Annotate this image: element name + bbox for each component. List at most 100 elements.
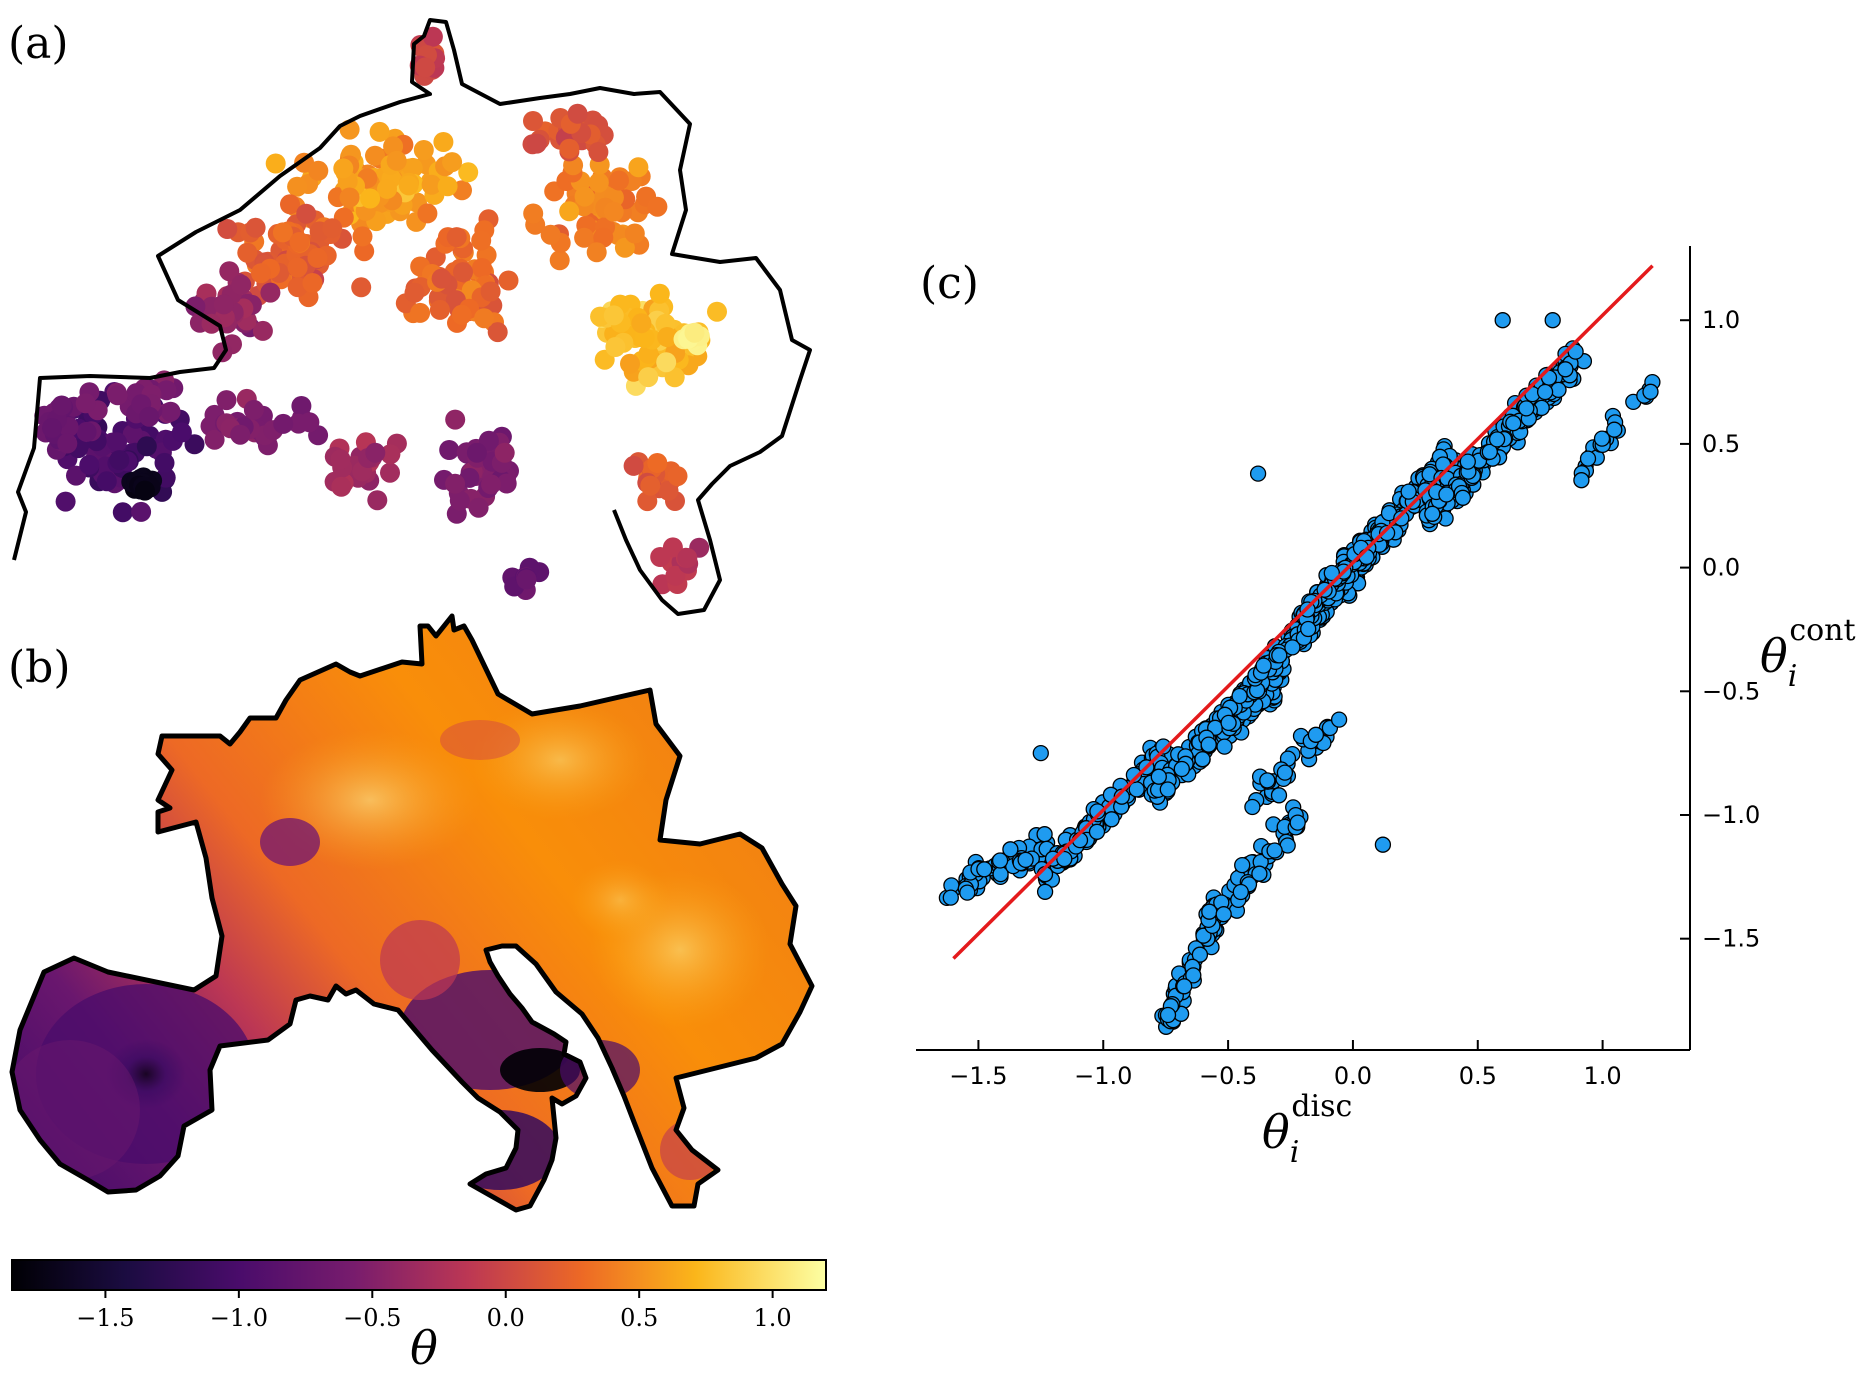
panel-a-node bbox=[614, 237, 635, 258]
panel-a-node bbox=[638, 367, 659, 388]
panel-c-point bbox=[1002, 841, 1019, 858]
panel-c-point bbox=[1215, 906, 1232, 923]
panel-c-point bbox=[1150, 768, 1167, 785]
panel-a-node bbox=[243, 399, 264, 420]
panel-c-point bbox=[1323, 564, 1340, 582]
panel-a-node bbox=[354, 241, 375, 262]
panel-c-point bbox=[1231, 687, 1248, 705]
panel-a-node bbox=[526, 133, 547, 154]
panel-c-point bbox=[1185, 967, 1202, 984]
panel-c-point bbox=[1424, 505, 1441, 522]
panel-a-node bbox=[574, 227, 595, 248]
panel-a-node bbox=[647, 196, 668, 217]
colorbar-gradient bbox=[11, 1259, 827, 1291]
panel-a-node bbox=[658, 480, 679, 501]
panel-c-point bbox=[1255, 657, 1272, 674]
panel-c-y-tick-label: −1.5 bbox=[1702, 925, 1760, 953]
panel-a-node bbox=[487, 322, 508, 343]
panel-a-node bbox=[302, 273, 323, 293]
panel-a-node bbox=[134, 480, 155, 501]
panel-a-node bbox=[252, 320, 273, 341]
panel-a-node bbox=[404, 282, 425, 303]
panel-c-point bbox=[1536, 383, 1554, 401]
panel-a-node bbox=[360, 188, 381, 209]
panel-a-node bbox=[66, 465, 86, 486]
panel-c-point bbox=[1125, 766, 1143, 784]
panel-c-point bbox=[1518, 400, 1535, 417]
panel-c-point bbox=[1330, 711, 1348, 728]
panel-c-xlabel: θi disc bbox=[1262, 1089, 1352, 1170]
panel-a-node bbox=[647, 453, 668, 473]
panel-a-node bbox=[421, 174, 442, 195]
panel-a-node bbox=[498, 270, 519, 291]
colorbar-tick-label: −0.5 bbox=[343, 1304, 401, 1332]
panel-c-point bbox=[1191, 946, 1209, 963]
panel-a-node bbox=[603, 305, 624, 326]
panel-a-node bbox=[154, 452, 175, 473]
panel-a-node bbox=[523, 111, 543, 131]
panel-c-ylabel-sup: cont bbox=[1789, 613, 1855, 648]
panel-c-point bbox=[1374, 836, 1392, 853]
panel-c-point bbox=[1300, 620, 1317, 638]
panel-c-point bbox=[1307, 726, 1325, 743]
panel-a-node bbox=[605, 337, 626, 357]
panel-c-point bbox=[1017, 851, 1034, 869]
panel-c-ylabel-sub: i bbox=[1788, 659, 1798, 694]
panel-a-node bbox=[413, 140, 434, 160]
panel-a-node bbox=[609, 170, 629, 191]
colorbar-ticks: −1.5 −1.0 −0.5 0.0 0.5 1.0 bbox=[76, 1290, 792, 1332]
panel-a-node bbox=[631, 313, 652, 334]
panel-c-point bbox=[1089, 803, 1106, 820]
panel-a-node bbox=[160, 401, 181, 422]
panel-c-point bbox=[1244, 798, 1261, 816]
panel-c-point bbox=[1032, 744, 1049, 762]
panel-a-node bbox=[445, 473, 466, 494]
panel-a-node bbox=[231, 274, 252, 295]
panel-a-node bbox=[330, 449, 351, 470]
panel-a-node bbox=[109, 450, 130, 471]
panel-a-node bbox=[429, 299, 450, 320]
panel-a-node bbox=[422, 26, 443, 47]
panel-c-point bbox=[1400, 483, 1417, 500]
panel-a-node bbox=[76, 421, 97, 442]
panel-a-node bbox=[684, 322, 705, 343]
panel-a-node bbox=[219, 261, 240, 282]
panel-a-node bbox=[369, 121, 390, 142]
panel-a-node bbox=[449, 490, 470, 511]
panel-a-node bbox=[55, 491, 76, 512]
panel-a-node bbox=[586, 242, 607, 263]
panel-a-node bbox=[365, 145, 385, 166]
panel-c-point bbox=[1393, 510, 1410, 527]
panel-a-node bbox=[171, 422, 192, 443]
panel-c-point bbox=[1284, 639, 1301, 656]
panel-a-node bbox=[75, 393, 96, 414]
panel-label-b: (b) bbox=[8, 642, 71, 693]
panel-c-point bbox=[1216, 738, 1233, 755]
panel-a-node bbox=[588, 142, 609, 162]
panel-a-node bbox=[386, 150, 407, 171]
panel-a-node bbox=[417, 203, 438, 224]
panel-c-points bbox=[938, 312, 1661, 1035]
panel-a-node bbox=[107, 432, 127, 453]
panel-c-fit-line bbox=[952, 264, 1654, 960]
panel-c-x-tick-label: −0.5 bbox=[1199, 1062, 1257, 1090]
panel-a-node bbox=[299, 412, 320, 433]
panel-c-ylabel: θi cont bbox=[1760, 613, 1856, 694]
panel-c-point bbox=[1438, 486, 1455, 503]
panel-c-point bbox=[1173, 760, 1190, 778]
panel-a-node bbox=[230, 424, 251, 445]
panel-a-node bbox=[649, 283, 670, 304]
panel-c-point bbox=[1259, 772, 1276, 789]
panel-c-ylabel-base: θ bbox=[1760, 629, 1788, 683]
panel-a-node bbox=[410, 302, 431, 323]
panel-a-node bbox=[131, 501, 152, 522]
panel-c-y-tick-label: 1.0 bbox=[1702, 306, 1740, 334]
panel-c-point bbox=[1159, 1006, 1177, 1024]
panel-a-node bbox=[516, 569, 537, 590]
panel-a-node bbox=[291, 396, 312, 416]
panel-c-point bbox=[1088, 823, 1106, 840]
panel-a-node bbox=[637, 491, 658, 512]
panel-c-y-tick-label: 0.0 bbox=[1702, 554, 1740, 582]
panel-a-node bbox=[51, 395, 72, 416]
panel-c-point bbox=[1266, 842, 1283, 859]
